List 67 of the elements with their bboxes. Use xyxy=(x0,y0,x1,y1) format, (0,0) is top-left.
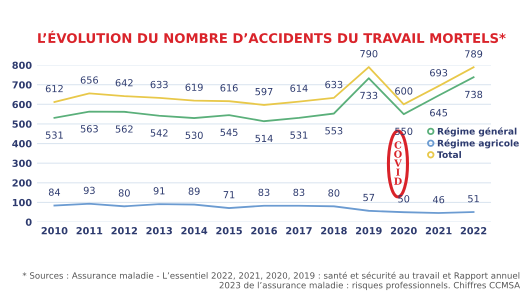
y-tick-label: 400 xyxy=(12,140,32,148)
data-label: 562 xyxy=(116,125,133,133)
x-tick-label: 2010 xyxy=(42,227,68,234)
data-label: 790 xyxy=(360,50,378,58)
data-label: 531 xyxy=(46,131,63,139)
data-label: 93 xyxy=(84,186,95,194)
data-label: 656 xyxy=(80,76,98,84)
data-label: 514 xyxy=(255,134,273,142)
y-tick-label: 700 xyxy=(12,81,32,89)
y-tick-label: 600 xyxy=(12,100,32,108)
y-tick-label: 100 xyxy=(12,198,32,206)
data-label: 600 xyxy=(395,87,412,95)
x-tick-label: 2012 xyxy=(112,227,137,234)
data-label: 46 xyxy=(432,196,444,204)
data-label: 89 xyxy=(188,188,200,195)
data-label: 542 xyxy=(150,129,168,137)
x-tick-label: 2017 xyxy=(286,227,312,234)
data-label: 83 xyxy=(258,188,270,196)
x-tick-label: 2020 xyxy=(390,227,417,234)
data-label: 83 xyxy=(293,188,304,196)
chart-title: L’ÉVOLUTION DU NOMBRE D’ACCIDENTS DU TRAVAIL MORTELS* xyxy=(38,30,506,44)
legend-label: Régime agricole xyxy=(438,139,519,148)
legend-label: Régime général xyxy=(438,127,516,136)
x-tick-label: 2016 xyxy=(251,227,278,234)
data-label: 645 xyxy=(430,109,448,116)
y-tick-label: 300 xyxy=(12,160,32,167)
y-tick-label: 500 xyxy=(12,120,32,128)
data-label: 633 xyxy=(325,80,342,88)
x-tick-label: 2018 xyxy=(321,227,347,234)
line-series xyxy=(54,202,474,214)
data-label: 642 xyxy=(116,79,133,86)
x-tick-label: 2022 xyxy=(460,227,486,234)
data-label: 612 xyxy=(46,84,63,92)
x-tick-label: 2014 xyxy=(181,227,208,234)
data-label: 80 xyxy=(328,189,340,197)
x-tick-label: 2019 xyxy=(356,227,382,234)
data-label: 530 xyxy=(186,132,203,139)
text: * Sources : Assurance maladie - L’essentiel 2022, 2021, 2020, 2019 : santé et sécurité au travail et Rapport annuel 2023 de l’assurance maladie : risques professionnels. Chiffres CCMSA xyxy=(22,272,520,290)
data-label: 693 xyxy=(430,69,448,76)
annotation: COVID xyxy=(394,141,402,185)
data-label: 553 xyxy=(325,127,342,134)
data-label: 91 xyxy=(154,187,164,194)
data-label: 733 xyxy=(360,92,378,100)
data-label: 71 xyxy=(224,191,234,198)
data-label: 633 xyxy=(150,80,168,88)
x-tick-label: 2015 xyxy=(216,227,242,234)
x-tick-label: 2011 xyxy=(76,227,102,234)
y-tick-label: 800 xyxy=(12,62,32,69)
y-tick-label: 200 xyxy=(12,179,32,187)
data-label: 563 xyxy=(80,125,98,132)
data-label: 738 xyxy=(465,90,482,98)
x-tick-label: 2013 xyxy=(146,227,172,234)
x-tick-label: 2021 xyxy=(426,227,452,234)
data-label: 789 xyxy=(465,50,482,58)
data-label: 80 xyxy=(118,189,130,197)
data-label: 616 xyxy=(220,84,238,92)
data-label: 51 xyxy=(468,195,479,202)
data-label: 57 xyxy=(363,194,374,202)
data-label: 50 xyxy=(398,195,410,203)
data-label: 84 xyxy=(48,188,60,196)
data-label: 531 xyxy=(290,131,308,139)
data-label: 545 xyxy=(220,128,238,136)
data-label: 614 xyxy=(290,84,308,92)
data-label: 619 xyxy=(186,84,203,91)
data-label: 597 xyxy=(255,88,272,96)
y-tick-label: 0 xyxy=(26,218,32,226)
legend-label: Total xyxy=(437,151,461,158)
